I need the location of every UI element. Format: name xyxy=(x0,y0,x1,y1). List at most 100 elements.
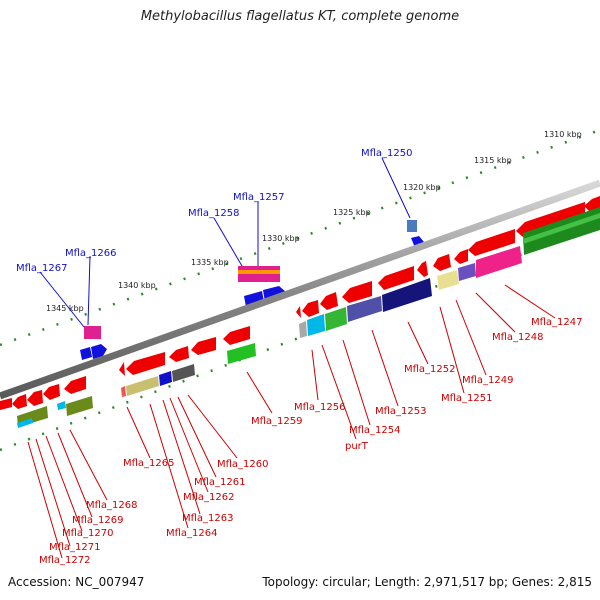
gene-label-mfla-1262[interactable]: Mfla_1262 xyxy=(183,492,235,503)
reverse-feature[interactable] xyxy=(121,386,126,397)
reverse-feature[interactable] xyxy=(307,314,325,336)
reverse-feature[interactable] xyxy=(172,364,195,382)
reverse-feature[interactable] xyxy=(191,337,216,355)
reverse-feature[interactable] xyxy=(468,229,515,256)
reverse-feature[interactable] xyxy=(437,270,459,290)
gene-label-purt[interactable]: purT xyxy=(345,441,369,452)
scale-tick-label: 1310 kbp xyxy=(544,130,582,139)
scale-tick-label: 1325 kbp xyxy=(333,208,371,217)
forward-feature[interactable] xyxy=(91,344,107,359)
reverse-feature[interactable] xyxy=(119,362,125,376)
reverse-feature[interactable] xyxy=(57,401,66,410)
scale-tick-label: 1330 kbp xyxy=(262,234,300,243)
gene-label-mfla-1269[interactable]: Mfla_1269 xyxy=(72,515,124,526)
leader-line xyxy=(213,217,243,267)
reverse-feature[interactable] xyxy=(454,249,468,264)
gene-label-mfla-1264[interactable]: Mfla_1264 xyxy=(166,528,218,539)
scale-dashed-line xyxy=(0,128,600,347)
gene-label-mfla-1254[interactable]: Mfla_1254 xyxy=(349,425,401,436)
reverse-feature[interactable] xyxy=(27,390,43,406)
accession-label: Accession: NC_007947 xyxy=(8,575,145,589)
reverse-feature[interactable] xyxy=(342,281,372,303)
leader-line xyxy=(187,394,238,459)
gene-label-mfla-1263[interactable]: Mfla_1263 xyxy=(182,513,234,524)
scale-tick-label: 1320 kbp xyxy=(403,183,441,192)
reverse-feature[interactable] xyxy=(296,306,301,318)
leader-line xyxy=(311,349,319,401)
leader-line xyxy=(162,399,201,515)
reverse-feature[interactable] xyxy=(17,418,33,428)
gene-label-mfla-1267[interactable]: Mfla_1267 xyxy=(16,263,68,274)
reverse-feature[interactable] xyxy=(523,213,600,244)
gene-label-mfla-1252[interactable]: Mfla_1252 xyxy=(404,364,456,375)
reverse-feature[interactable] xyxy=(126,352,165,375)
leader-line xyxy=(57,432,93,518)
reverse-feature[interactable] xyxy=(325,307,347,331)
leader-line xyxy=(342,339,371,426)
forward-feature[interactable] xyxy=(238,270,280,274)
forward-feature[interactable] xyxy=(80,347,92,360)
gene-label-mfla-1253[interactable]: Mfla_1253 xyxy=(375,406,427,417)
forward-feature[interactable] xyxy=(84,326,101,339)
gene-label-mfla-1258[interactable]: Mfla_1258 xyxy=(188,208,240,219)
gene-label-mfla-1257[interactable]: Mfla_1257 xyxy=(233,192,285,203)
reverse-feature[interactable] xyxy=(169,346,189,362)
gene-label-mfla-1247[interactable]: Mfla_1247 xyxy=(531,317,583,328)
gene-label-mfla-1250[interactable]: Mfla_1250 xyxy=(361,148,413,159)
reverse-feature[interactable] xyxy=(458,263,476,281)
leader-line xyxy=(126,406,151,459)
reverse-feature[interactable] xyxy=(0,398,12,410)
gene-label-mfla-1260[interactable]: Mfla_1260 xyxy=(217,459,269,470)
leader-line xyxy=(39,271,85,328)
reverse-feature[interactable] xyxy=(417,261,428,277)
leader-line xyxy=(45,435,83,532)
gene-label-mfla-1266[interactable]: Mfla_1266 xyxy=(65,248,117,259)
reverse-feature[interactable] xyxy=(66,396,93,416)
reverse-feature[interactable] xyxy=(433,254,451,271)
leader-line xyxy=(35,438,71,547)
reverse-feature[interactable] xyxy=(64,376,86,394)
forward-feature[interactable] xyxy=(411,236,424,250)
reverse-feature[interactable] xyxy=(223,326,250,345)
reverse-feature[interactable] xyxy=(476,246,522,278)
leader-line xyxy=(87,255,91,326)
leader-line xyxy=(69,429,108,501)
gene-label-mfla-1261[interactable]: Mfla_1261 xyxy=(194,477,246,488)
reverse-feature[interactable] xyxy=(347,296,382,322)
reverse-feature[interactable] xyxy=(378,266,414,290)
gene-label-mfla-1271[interactable]: Mfla_1271 xyxy=(49,542,101,553)
gene-label-mfla-1256[interactable]: Mfla_1256 xyxy=(294,402,346,413)
gene-label-mfla-1270[interactable]: Mfla_1270 xyxy=(62,528,114,539)
scale-tick-label: 1340 kbp xyxy=(118,281,156,290)
leader-line xyxy=(321,344,357,440)
reverse-feature[interactable] xyxy=(227,343,256,364)
gene-label-mfla-1259[interactable]: Mfla_1259 xyxy=(251,416,303,427)
reverse-feature[interactable] xyxy=(382,278,432,312)
genome-summary: Topology: circular; Length: 2,971,517 bp… xyxy=(262,575,592,589)
leader-line xyxy=(407,321,429,365)
reverse-feature[interactable] xyxy=(299,321,307,338)
gene-label-mfla-1249[interactable]: Mfla_1249 xyxy=(462,375,514,386)
reverse-feature[interactable] xyxy=(159,371,172,386)
reverse-feature[interactable] xyxy=(126,376,159,396)
gene-label-mfla-1251[interactable]: Mfla_1251 xyxy=(441,393,493,404)
forward-feature[interactable] xyxy=(407,220,417,232)
leader-line xyxy=(169,397,209,493)
scale-tick-label: 1315 kbp xyxy=(474,156,512,165)
leader-line xyxy=(439,306,465,394)
inner-dashed-line xyxy=(0,223,600,452)
gene-label-mfla-1265[interactable]: Mfla_1265 xyxy=(123,458,175,469)
reverse-feature[interactable] xyxy=(43,384,60,400)
reverse-feature[interactable] xyxy=(302,300,319,317)
gene-label-mfla-1268[interactable]: Mfla_1268 xyxy=(86,500,138,511)
gene-label-mfla-1272[interactable]: Mfla_1272 xyxy=(39,555,91,566)
reverse-feature[interactable] xyxy=(516,202,585,237)
reverse-feature[interactable] xyxy=(320,292,338,310)
reverse-gene-labels: Mfla_1247 Mfla_1248 Mfla_1249 Mfla_1251 … xyxy=(27,284,583,566)
gene-label-mfla-1248[interactable]: Mfla_1248 xyxy=(492,332,544,343)
reverse-feature[interactable] xyxy=(12,394,27,409)
leader-line xyxy=(246,371,273,414)
leader-line xyxy=(27,441,63,559)
leader-line xyxy=(381,157,411,219)
